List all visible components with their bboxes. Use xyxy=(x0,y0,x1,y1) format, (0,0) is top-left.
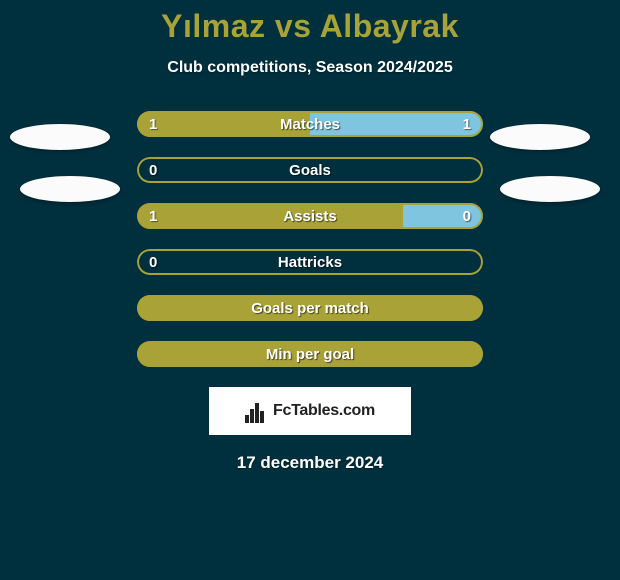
stat-label: Min per goal xyxy=(137,346,483,363)
brand-text: FcTables.com xyxy=(273,402,375,420)
stat-row: 10Assists xyxy=(137,203,483,229)
player2-ellipse-2 xyxy=(500,176,600,202)
stat-label: Goals per match xyxy=(137,300,483,317)
stat-row: Min per goal xyxy=(137,341,483,367)
player1-ellipse-2 xyxy=(20,176,120,202)
chart-icon xyxy=(245,399,269,423)
player1-ellipse-1 xyxy=(10,124,110,150)
stat-label: Matches xyxy=(137,116,483,133)
player2-ellipse-1 xyxy=(490,124,590,150)
stat-row: 0Hattricks xyxy=(137,249,483,275)
stat-label: Hattricks xyxy=(137,254,483,271)
stat-label: Assists xyxy=(137,208,483,225)
page-title: Yılmaz vs Albayrak xyxy=(0,0,620,45)
subtitle: Club competitions, Season 2024/2025 xyxy=(0,59,620,77)
stat-row: 0Goals xyxy=(137,157,483,183)
brand-badge: FcTables.com xyxy=(209,387,411,435)
comparison-card: Yılmaz vs Albayrak Club competitions, Se… xyxy=(0,0,620,580)
stat-label: Goals xyxy=(137,162,483,179)
stat-row: 11Matches xyxy=(137,111,483,137)
date-label: 17 december 2024 xyxy=(0,453,620,473)
stat-row: Goals per match xyxy=(137,295,483,321)
